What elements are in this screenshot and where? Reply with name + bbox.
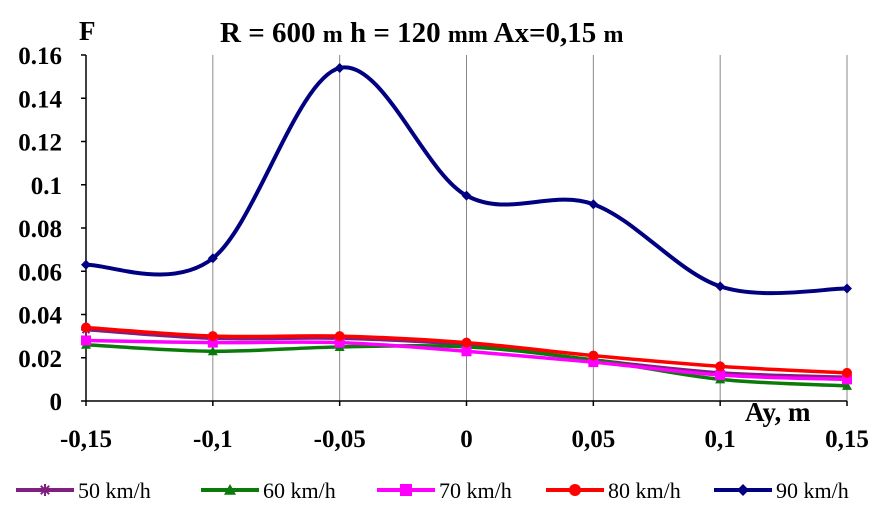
legend-entry: 80 km/h: [546, 478, 681, 503]
y-tick-label: 0.1: [31, 173, 62, 200]
data-point: [588, 357, 599, 368]
data-point: [842, 380, 852, 390]
y-tick-label: 0.14: [18, 86, 62, 113]
data-point: [461, 190, 472, 201]
x-axis-label: Ay, m: [745, 397, 811, 427]
title-unit-r: m: [323, 22, 343, 48]
y-tick-label: 0: [50, 389, 63, 416]
y-tick-labels: 0 0.02 0.04 0.06 0.08 0.1 0.12 0.14 0.16: [18, 43, 86, 416]
series-line: [85, 65, 848, 296]
legend-label: 70 km/h: [439, 478, 512, 503]
y-tick-label: 0.04: [18, 303, 62, 330]
y-tick-label: 0.06: [18, 259, 62, 286]
star-stroke: [40, 485, 50, 495]
title-part-r: R = 600: [220, 17, 323, 49]
legend: 50 km/h 60 km/h 70 km/h 80 km/h 90 km/h: [16, 478, 849, 503]
data-point: [334, 331, 345, 342]
series-lines: [81, 62, 852, 390]
x-tick-label: 0,15: [825, 426, 869, 453]
data-point: [842, 367, 852, 378]
data-point: [207, 253, 218, 264]
legend-label: 50 km/h: [78, 478, 151, 503]
data-point: [715, 281, 726, 292]
data-point: [81, 259, 91, 270]
data-point: [461, 337, 472, 348]
data-point: [81, 322, 91, 333]
x-tick-label: -0,05: [314, 426, 366, 453]
series-70-km-h: [81, 335, 852, 385]
x-tick-label: -0,15: [60, 426, 112, 453]
legend-entry: 50 km/h: [16, 478, 151, 503]
data-point: [588, 350, 599, 361]
y-tick-label: 0.12: [18, 130, 62, 157]
data-point: [81, 335, 91, 346]
legend-label: 60 km/h: [263, 478, 336, 503]
x-tick-label: 0,1: [705, 426, 736, 453]
legend-marker: [400, 484, 412, 496]
chart-title: R = 600 m h = 120 mm Ax=0,15 m: [220, 17, 623, 49]
y-axis-label: F: [79, 16, 96, 46]
y-tick-label: 0.16: [18, 43, 62, 70]
legend-entry: 90 km/h: [714, 478, 849, 503]
data-point: [588, 199, 599, 210]
legend-marker: [737, 484, 749, 496]
legend-marker: [569, 484, 581, 496]
data-point: [207, 337, 218, 348]
data-point: [715, 370, 726, 381]
series-90-km-h: [81, 62, 852, 296]
title-unit-ax: m: [603, 22, 623, 48]
series-80-km-h: [81, 322, 852, 378]
data-point: [842, 374, 852, 385]
legend-marker: [224, 484, 236, 495]
x-tick-label: 0: [460, 426, 473, 453]
legend-entry: 70 km/h: [377, 478, 512, 503]
legend-label: 80 km/h: [608, 478, 681, 503]
x-tick-label: 0,05: [571, 426, 615, 453]
legend-label: 90 km/h: [776, 478, 849, 503]
title-part-ax: Ax=0,15: [488, 17, 604, 49]
data-point: [334, 337, 345, 348]
data-point: [207, 346, 218, 356]
title-unit-h: mm: [448, 22, 488, 48]
title-part-h: h = 120: [343, 17, 448, 49]
x-tick-label: -0,1: [193, 426, 233, 453]
y-tick-label: 0.02: [18, 346, 62, 373]
legend-entry: 60 km/h: [201, 478, 336, 503]
data-point: [207, 331, 218, 342]
legend-marker: [39, 484, 51, 496]
data-point: [842, 283, 852, 294]
data-point: [461, 346, 472, 357]
y-tick-label: 0.08: [18, 216, 62, 243]
data-point: [334, 62, 345, 73]
data-point: [715, 361, 726, 372]
x-tick-labels: -0,15 -0,1 -0,05 0 0,05 0,1 0,15: [60, 401, 869, 453]
